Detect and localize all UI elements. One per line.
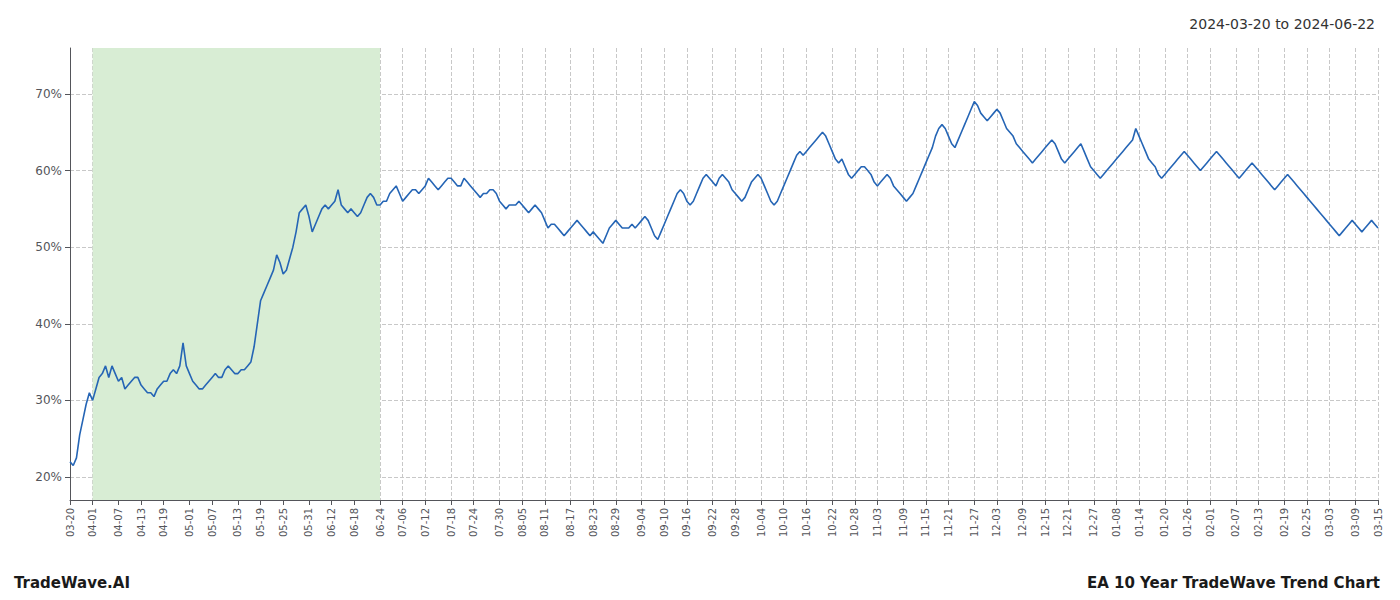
svg-text:04-07: 04-07 xyxy=(113,508,124,537)
svg-text:30%: 30% xyxy=(35,393,62,407)
svg-text:09-28: 09-28 xyxy=(730,508,741,537)
svg-text:06-18: 06-18 xyxy=(349,508,360,537)
svg-text:10-10: 10-10 xyxy=(778,508,789,537)
svg-text:EA 10 Year TradeWave Trend Cha: EA 10 Year TradeWave Trend Chart xyxy=(1087,574,1380,592)
svg-text:07-30: 07-30 xyxy=(494,508,505,537)
svg-text:08-17: 08-17 xyxy=(565,508,576,537)
svg-text:12-03: 12-03 xyxy=(991,508,1002,537)
svg-text:08-11: 08-11 xyxy=(539,508,550,537)
svg-text:12-21: 12-21 xyxy=(1062,508,1073,537)
svg-text:05-07: 05-07 xyxy=(207,508,218,537)
svg-text:10-28: 10-28 xyxy=(849,508,860,537)
svg-text:60%: 60% xyxy=(35,164,62,178)
svg-text:07-24: 07-24 xyxy=(468,508,479,537)
svg-text:12-09: 12-09 xyxy=(1017,508,1028,537)
svg-text:03-15: 03-15 xyxy=(1373,508,1384,537)
svg-text:07-18: 07-18 xyxy=(446,508,457,537)
svg-text:09-10: 09-10 xyxy=(659,508,670,537)
svg-text:06-12: 06-12 xyxy=(326,508,337,537)
svg-text:09-22: 09-22 xyxy=(707,508,718,537)
svg-text:05-25: 05-25 xyxy=(278,508,289,537)
svg-text:20%: 20% xyxy=(35,470,62,484)
svg-text:01-26: 01-26 xyxy=(1182,508,1193,537)
svg-text:01-14: 01-14 xyxy=(1134,508,1145,537)
svg-text:05-31: 05-31 xyxy=(303,508,314,537)
svg-text:50%: 50% xyxy=(35,240,62,254)
svg-text:08-29: 08-29 xyxy=(610,508,621,537)
svg-text:40%: 40% xyxy=(35,317,62,331)
svg-text:08-05: 08-05 xyxy=(517,508,528,537)
svg-text:TradeWave.AI: TradeWave.AI xyxy=(14,574,130,592)
svg-text:05-19: 05-19 xyxy=(255,508,266,537)
svg-text:12-27: 12-27 xyxy=(1088,508,1099,537)
svg-text:04-13: 04-13 xyxy=(136,508,147,537)
svg-text:03-03: 03-03 xyxy=(1324,508,1335,537)
svg-text:01-08: 01-08 xyxy=(1111,508,1122,537)
svg-text:07-12: 07-12 xyxy=(420,508,431,537)
svg-text:11-27: 11-27 xyxy=(969,508,980,537)
svg-text:02-01: 02-01 xyxy=(1205,508,1216,537)
svg-text:03-09: 03-09 xyxy=(1350,508,1361,537)
svg-text:11-15: 11-15 xyxy=(920,508,931,537)
svg-text:07-06: 07-06 xyxy=(397,508,408,537)
svg-text:02-13: 02-13 xyxy=(1253,508,1264,537)
svg-text:10-16: 10-16 xyxy=(801,508,812,537)
svg-text:09-16: 09-16 xyxy=(681,508,692,537)
svg-text:02-25: 02-25 xyxy=(1301,508,1312,537)
svg-text:08-23: 08-23 xyxy=(588,508,599,537)
svg-text:06-24: 06-24 xyxy=(375,508,386,537)
svg-text:02-19: 02-19 xyxy=(1279,508,1290,537)
svg-text:05-01: 05-01 xyxy=(184,508,195,537)
svg-text:12-15: 12-15 xyxy=(1040,508,1051,537)
svg-text:11-03: 11-03 xyxy=(872,508,883,537)
svg-text:11-09: 11-09 xyxy=(898,508,909,537)
svg-text:11-21: 11-21 xyxy=(943,508,954,537)
svg-text:03-20: 03-20 xyxy=(65,508,76,537)
svg-text:01-20: 01-20 xyxy=(1159,508,1170,537)
svg-text:10-04: 10-04 xyxy=(756,508,767,537)
svg-text:02-07: 02-07 xyxy=(1230,508,1241,537)
svg-text:70%: 70% xyxy=(35,87,62,101)
svg-text:10-22: 10-22 xyxy=(827,508,838,537)
svg-text:05-13: 05-13 xyxy=(232,508,243,537)
svg-text:04-01: 04-01 xyxy=(87,508,98,537)
svg-text:09-04: 09-04 xyxy=(636,508,647,537)
svg-text:2024-03-20 to 2024-06-22: 2024-03-20 to 2024-06-22 xyxy=(1189,16,1375,32)
svg-text:04-19: 04-19 xyxy=(158,508,169,537)
